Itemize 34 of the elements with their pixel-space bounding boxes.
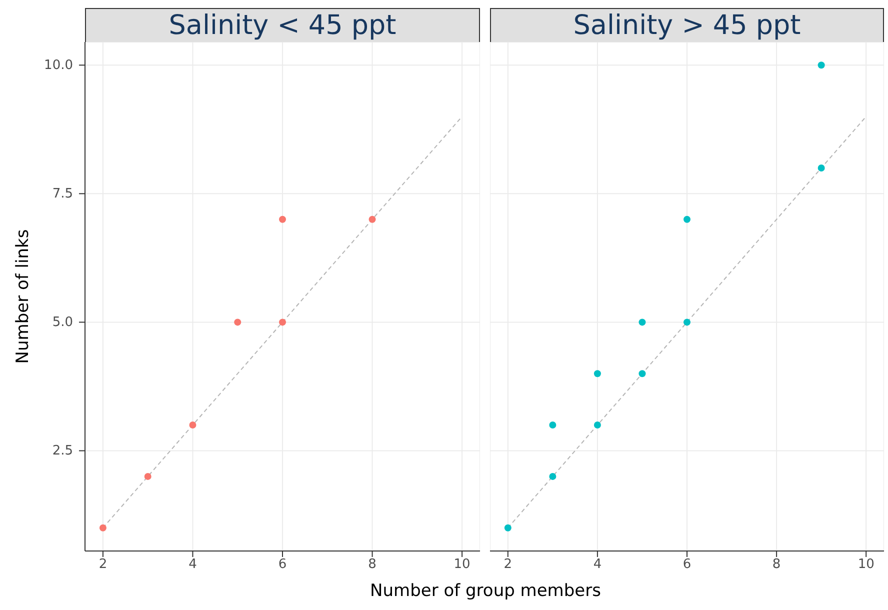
point — [99, 524, 106, 532]
x-tick-label: 6 — [682, 557, 692, 572]
point — [818, 164, 825, 172]
point — [279, 318, 286, 326]
x-tick-label: 2 — [504, 557, 512, 572]
y-tick-label: 5.0 — [52, 315, 73, 330]
point — [594, 370, 601, 378]
point — [549, 422, 556, 429]
x-tick-label: 8 — [772, 557, 781, 572]
x-tick-label: 6 — [278, 557, 287, 572]
y-tick-label: 10.0 — [44, 58, 73, 74]
point — [279, 216, 286, 223]
point — [144, 472, 152, 480]
point — [549, 472, 556, 480]
point — [189, 422, 196, 429]
y-axis-title: Number of links — [13, 229, 34, 364]
point — [818, 62, 825, 69]
point — [638, 370, 646, 378]
x-axis-title: Number of group members — [369, 581, 602, 601]
y-tick-label: 2.5 — [52, 444, 73, 459]
point — [594, 422, 601, 429]
x-tick-label: 4 — [188, 557, 197, 572]
point — [234, 318, 242, 326]
point — [368, 216, 376, 223]
point — [638, 318, 646, 326]
x-tick-label: 2 — [98, 557, 108, 572]
point — [684, 216, 690, 223]
x-tick-label: 10 — [858, 557, 874, 572]
y-tick-label: 7.5 — [52, 186, 73, 202]
point — [504, 524, 512, 532]
x-tick-label: 8 — [368, 557, 376, 572]
x-tick-label: 4 — [593, 557, 602, 572]
x-tick-label: 10 — [454, 557, 470, 572]
point — [684, 318, 690, 326]
